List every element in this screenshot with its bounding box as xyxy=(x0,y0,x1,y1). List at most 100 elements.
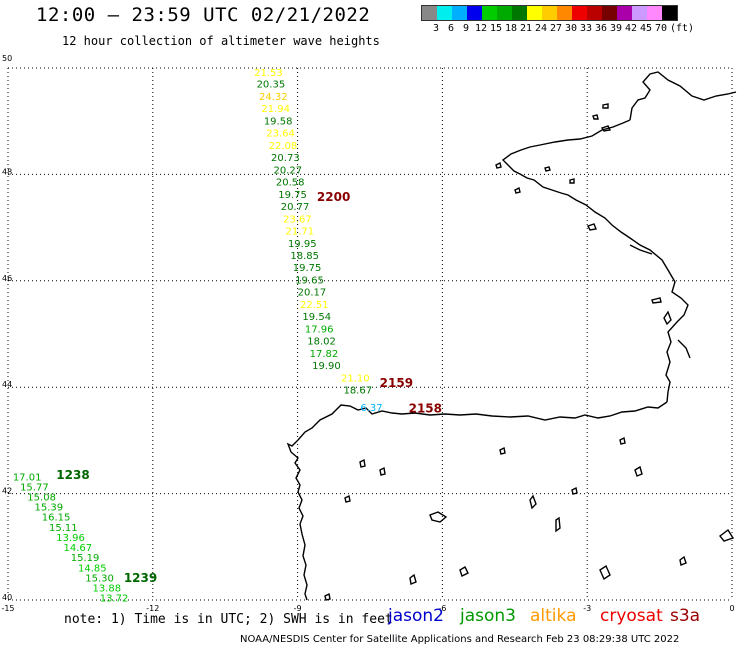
lon-label: -15 xyxy=(1,604,14,613)
lake-14 xyxy=(619,436,626,445)
lake-5 xyxy=(719,528,735,542)
legend-swatch xyxy=(602,6,617,20)
legend-swatch xyxy=(662,6,677,20)
swh-value: 14.67 xyxy=(64,543,93,554)
coastline-france-west xyxy=(501,119,689,403)
lat-label: 46 xyxy=(2,274,12,283)
track-time-label: 2200 xyxy=(317,190,350,204)
lake-12 xyxy=(499,446,506,455)
lake-10 xyxy=(379,466,386,476)
track: 6.37 2158 xyxy=(360,402,442,416)
legend-swatch xyxy=(572,6,587,20)
legend-label: 42 xyxy=(624,23,638,34)
lake-6 xyxy=(459,566,469,577)
lake-13 xyxy=(571,486,578,495)
lat-label: 42 xyxy=(2,487,12,496)
coastline xyxy=(286,71,737,601)
track: 17.0115.7715.0815.3916.1515.1113.9614.67… xyxy=(13,468,107,574)
swh-value: 18.85 xyxy=(290,251,319,262)
legend-labels: 3 6 9 12 15 18 21 24 27 30 33 36 39 42 45 70 (ft) xyxy=(421,21,694,35)
lon-label: -12 xyxy=(146,604,159,613)
swh-value: 17.82 xyxy=(310,349,339,360)
legend-label: 24 xyxy=(534,23,548,34)
legend-label: 36 xyxy=(594,23,608,34)
legend-label: 33 xyxy=(579,23,593,34)
legend-label: 27 xyxy=(549,23,563,34)
swh-value: 19.90 xyxy=(312,361,341,372)
legend-label: 12 xyxy=(474,23,488,34)
swh-value: 19.54 xyxy=(302,312,331,323)
island-re xyxy=(651,297,662,304)
lat-label: 44 xyxy=(2,380,12,389)
coastline-spain-north xyxy=(297,401,668,441)
satellite-jason3: jason3 xyxy=(460,606,516,626)
lake-11 xyxy=(634,465,643,477)
island-fr-2 xyxy=(544,166,551,172)
swh-value: 14.85 xyxy=(78,563,107,574)
track-time-label: 1238 xyxy=(56,468,89,482)
satellite-cryosat: cryosat xyxy=(600,606,663,626)
coastline-galicia-west xyxy=(286,439,304,525)
lake-3 xyxy=(555,516,561,533)
swh-value: 20.73 xyxy=(271,153,300,164)
track-time-label: 2158 xyxy=(409,402,442,416)
legend-label: 3 xyxy=(432,23,440,34)
swh-value: 17.01 xyxy=(13,472,42,483)
legend-swatch xyxy=(617,6,632,20)
swh-value: 6.37 xyxy=(360,403,382,414)
swh-value: 15.19 xyxy=(71,553,100,564)
map-title: 12:00 – 23:59 UTC 02/21/2022 xyxy=(36,4,371,26)
swh-value: 23.67 xyxy=(283,214,312,225)
legend-swatch xyxy=(527,6,542,20)
legend-swatch xyxy=(647,6,662,20)
legend-label: 39 xyxy=(609,23,623,34)
island-belle-ile xyxy=(587,223,597,231)
lake-16 xyxy=(324,592,331,601)
swh-value: 19.65 xyxy=(295,275,324,286)
lon-label: -9 xyxy=(294,604,302,613)
legend-label: 45 xyxy=(639,23,653,34)
footer-credit: NOAA/NESDIS Center for Satellite Applica… xyxy=(240,634,680,645)
swh-value: 19.58 xyxy=(264,116,293,127)
river-loire xyxy=(629,244,653,255)
island-jersey xyxy=(600,125,612,132)
legend-swatch xyxy=(587,6,602,20)
coastline-normandy xyxy=(629,71,737,121)
lon-label: 0 xyxy=(729,604,734,613)
swh-value: 22.08 xyxy=(269,141,298,152)
swh-value: 15.77 xyxy=(20,482,49,493)
legend-label: 30 xyxy=(564,23,578,34)
river-gironde xyxy=(677,339,691,359)
island-sark xyxy=(592,114,599,120)
legend-swatch xyxy=(452,6,467,20)
lake-2 xyxy=(529,494,537,510)
axis-labels: 50 48 46 44 42 40 -15 -12 -9 -6 -3 0 xyxy=(1,54,734,613)
swh-value: 24.32 xyxy=(259,92,288,103)
lake-7 xyxy=(409,573,417,585)
legend-swatch xyxy=(437,6,452,20)
lat-label: 40 xyxy=(2,593,12,602)
legend-swatch xyxy=(467,6,482,20)
swh-value: 13.96 xyxy=(56,533,85,544)
swh-value: 18.67 xyxy=(343,386,372,397)
legend-label: 21 xyxy=(519,23,533,34)
swh-value: 20.17 xyxy=(298,288,327,299)
legend-label: 9 xyxy=(462,23,470,34)
wave-height-legend: 3 6 9 12 15 18 21 24 27 30 33 36 39 42 45 70 (ft) xyxy=(421,5,694,35)
legend-label: 18 xyxy=(504,23,518,34)
swh-value: 20.58 xyxy=(276,178,305,189)
swh-value: 21.94 xyxy=(261,104,290,115)
swh-value: 19.75 xyxy=(278,190,307,201)
lake-9 xyxy=(344,494,351,503)
lon-label: -6 xyxy=(438,604,446,613)
swh-value: 21.53 xyxy=(254,68,283,79)
swh-value: 20.35 xyxy=(257,80,286,91)
swh-value: 16.15 xyxy=(42,513,71,524)
legend-swatch xyxy=(482,6,497,20)
lake-8 xyxy=(359,458,366,468)
legend-swatch xyxy=(497,6,512,20)
legend-label: 15 xyxy=(489,23,503,34)
